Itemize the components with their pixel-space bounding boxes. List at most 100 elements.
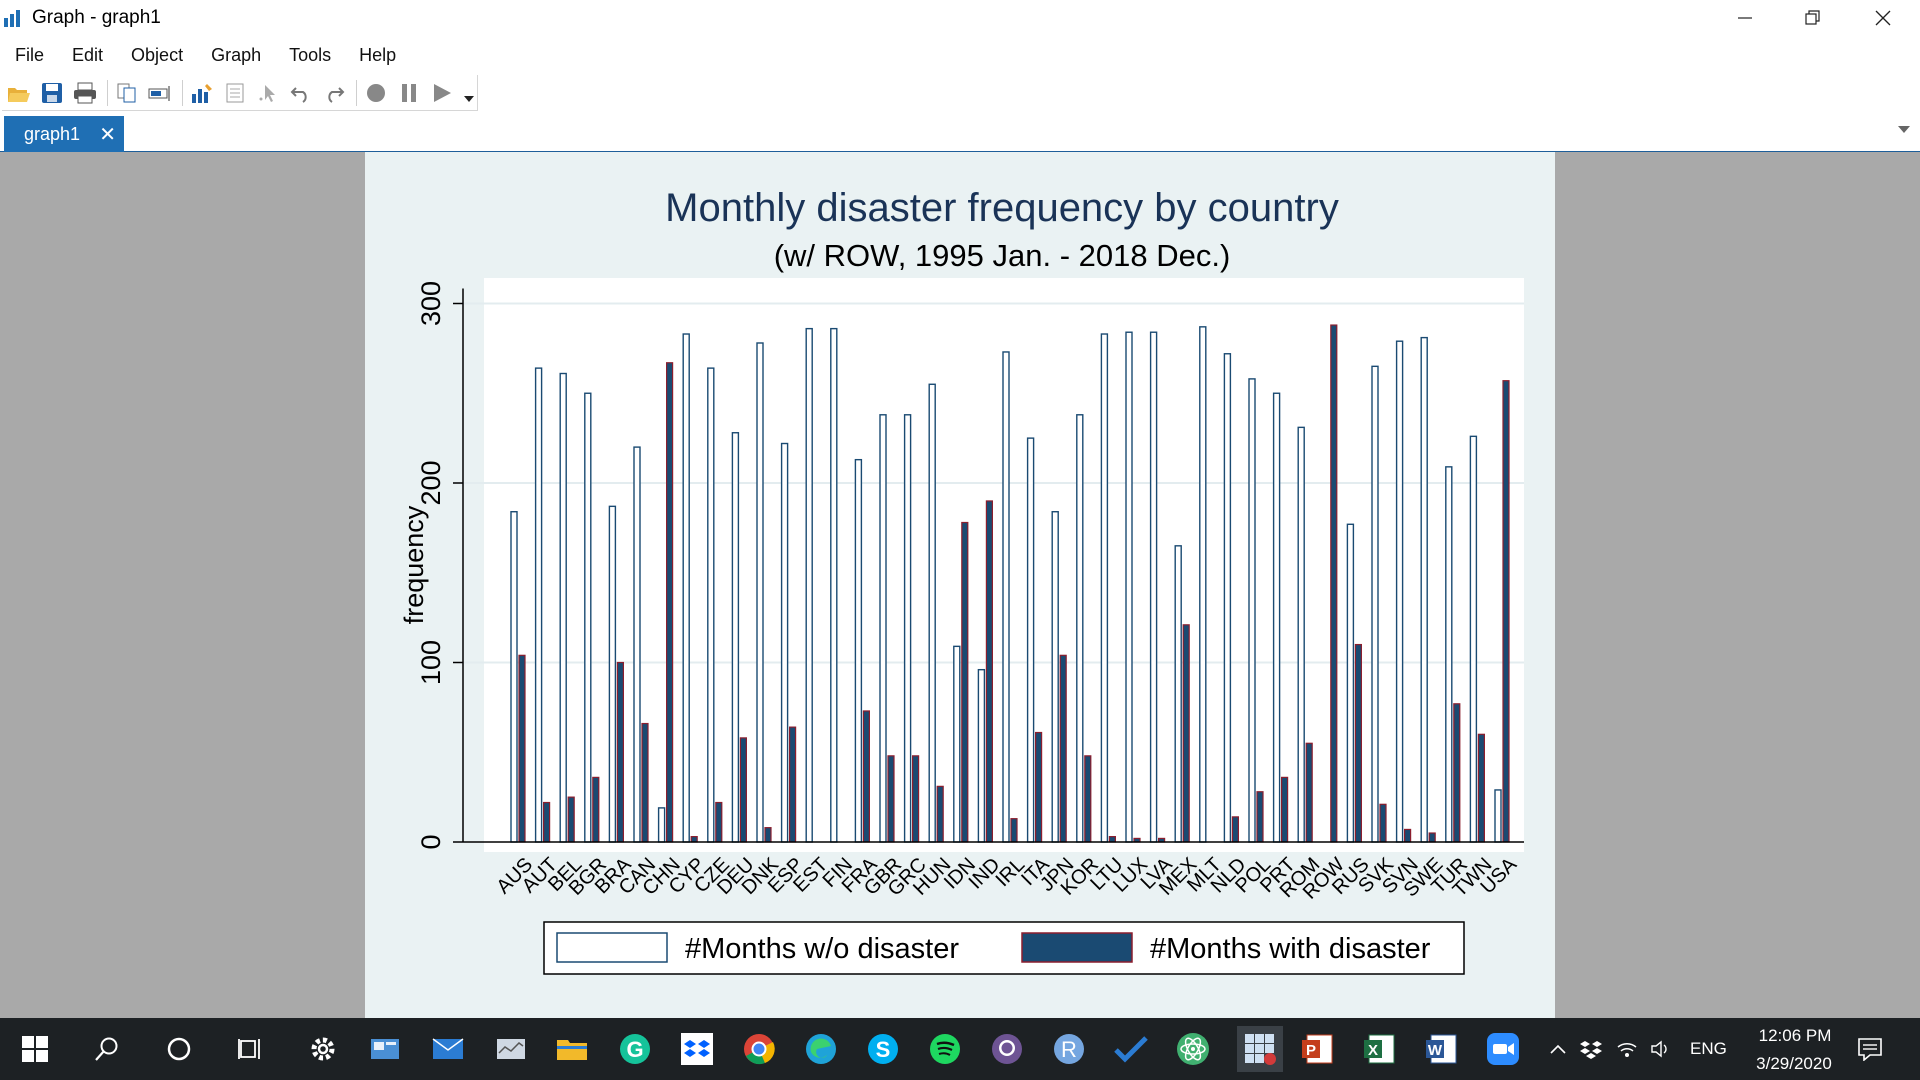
r-button[interactable]: R (1051, 1031, 1087, 1067)
edge-button[interactable] (803, 1031, 839, 1067)
bar-without-disaster (534, 367, 543, 843)
github-icon (992, 1034, 1022, 1064)
settings-button[interactable] (305, 1031, 341, 1067)
windows-start-button[interactable] (17, 1031, 53, 1067)
todo-button[interactable] (1113, 1031, 1149, 1067)
zoom-button[interactable] (1485, 1031, 1521, 1067)
bar-with-disaster (1231, 816, 1240, 843)
bar-without-disaster (1100, 333, 1109, 843)
bar-with-disaster (641, 722, 649, 843)
bar-with-disaster (1010, 818, 1018, 843)
play-dropdown-button[interactable] (462, 80, 476, 106)
bar-without-disaster (780, 442, 789, 843)
show-hidden-icons-button[interactable] (1547, 1031, 1569, 1067)
dropbox-button[interactable] (679, 1031, 715, 1067)
menu-help[interactable]: Help (359, 45, 397, 65)
taskbar-app-1[interactable] (367, 1031, 403, 1067)
bar-without-disaster (1174, 545, 1182, 843)
pause-button[interactable] (396, 80, 422, 106)
bar-with-disaster (1256, 791, 1264, 843)
task-view-button[interactable] (233, 1031, 269, 1067)
open-icon (8, 87, 30, 102)
notifications-button[interactable] (1852, 1031, 1888, 1067)
bar-without-disaster (805, 327, 813, 843)
menu-graph[interactable]: Graph (211, 45, 262, 65)
excel-button[interactable]: X (1361, 1031, 1397, 1067)
tray-dropbox-button[interactable] (1578, 1031, 1604, 1067)
bar-without-disaster (608, 505, 617, 843)
skype-button[interactable]: S (865, 1031, 901, 1067)
language-indicator[interactable]: ENG (1690, 1039, 1727, 1058)
bar-without-disaster (1149, 331, 1158, 843)
graph-editor-button[interactable] (189, 80, 215, 106)
menu-tools[interactable]: Tools (289, 45, 332, 65)
tab-bar: graph1 ✕ (0, 114, 1920, 152)
tab-list-dropdown-icon[interactable] (1898, 126, 1910, 133)
redo-button[interactable] (321, 80, 347, 106)
print-button[interactable] (72, 80, 98, 106)
search-button[interactable] (89, 1031, 125, 1067)
powerpoint-button[interactable]: P (1299, 1031, 1335, 1067)
svg-text:P: P (1306, 1042, 1316, 1059)
undo-button[interactable] (288, 80, 314, 106)
app-icon-2 (497, 1039, 525, 1059)
clock-date[interactable]: 3/29/2020 (1756, 1054, 1832, 1073)
bar-with-disaster (1428, 832, 1436, 843)
pause-icon (402, 83, 416, 102)
pointer-button[interactable] (255, 80, 281, 106)
restore-button[interactable] (1778, 0, 1848, 36)
bar-with-disaster (616, 661, 624, 843)
grammarly-icon: G (620, 1034, 650, 1064)
tab-close-icon[interactable]: ✕ (99, 124, 116, 146)
print-icon (74, 82, 96, 103)
tab-graph1[interactable]: graph1 ✕ (4, 116, 124, 152)
bar-with-disaster (567, 796, 575, 843)
menu-object[interactable]: Object (131, 45, 184, 65)
minimize-button[interactable] (1710, 0, 1780, 36)
close-icon (1875, 10, 1891, 26)
clock-time[interactable]: 12:06 PM (1758, 1026, 1832, 1045)
menu-edit[interactable]: Edit (72, 45, 104, 65)
bar-with-disaster (1108, 836, 1117, 843)
play-button[interactable] (429, 80, 455, 106)
github-button[interactable] (989, 1031, 1025, 1067)
word-button[interactable]: W (1423, 1031, 1459, 1067)
chevron-down-icon (464, 95, 474, 102)
redo-icon (328, 86, 345, 103)
legend-label-without: #Months w/o disaster (685, 933, 959, 965)
mail-button[interactable] (430, 1031, 466, 1067)
bar-without-disaster (879, 414, 887, 843)
volume-button[interactable] (1648, 1031, 1674, 1067)
graph-editor-icon (192, 83, 212, 103)
bar-without-disaster (559, 372, 567, 843)
bar-without-disaster (1469, 435, 1478, 843)
bar-without-disaster (1051, 511, 1059, 843)
bar-with-disaster (1354, 643, 1363, 843)
save-button[interactable] (39, 80, 65, 106)
chrome-button[interactable] (741, 1031, 777, 1067)
menu-file[interactable]: File (15, 45, 45, 65)
record-button[interactable] (363, 80, 389, 106)
atom-button[interactable] (1175, 1031, 1211, 1067)
file-explorer-button[interactable] (554, 1031, 590, 1067)
cortana-button[interactable] (161, 1031, 197, 1067)
grammarly-button[interactable]: G (617, 1031, 653, 1067)
spotify-button[interactable] (927, 1031, 963, 1067)
bar-with-disaster (764, 827, 772, 843)
copy-button[interactable] (114, 80, 140, 106)
rename-button[interactable] (147, 80, 173, 106)
y-tick-label: 200 (416, 460, 446, 505)
bar-with-disaster (1502, 380, 1510, 843)
bar-without-disaster (633, 446, 641, 843)
bar-chart: Monthly disaster frequency by country (w… (399, 186, 1524, 975)
graph-app-icon (4, 10, 20, 27)
network-button[interactable] (1614, 1031, 1640, 1067)
data-editor-button[interactable] (222, 80, 248, 106)
close-button[interactable] (1848, 0, 1918, 36)
taskbar-app-2[interactable] (493, 1031, 529, 1067)
open-button[interactable] (6, 80, 32, 106)
bar-with-disaster (1084, 755, 1092, 843)
bar-with-disaster (739, 737, 747, 843)
bar-with-disaster (936, 785, 944, 843)
stata-button[interactable] (1237, 1026, 1283, 1072)
